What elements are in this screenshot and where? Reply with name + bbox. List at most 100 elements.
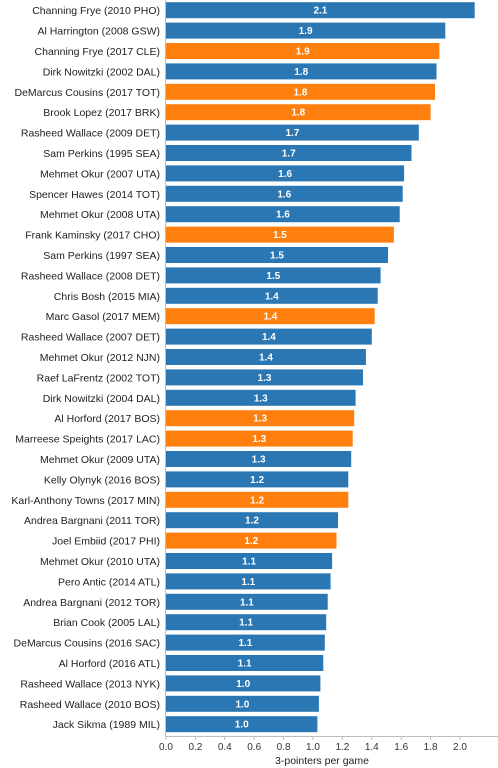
category-label: Jack Sikma (1989 MIL) [53,719,160,731]
bar [166,165,405,182]
category-label: Rasheed Wallace (2008 DET) [21,270,160,282]
bar [166,716,318,733]
bar-value-label: 1.7 [282,149,296,160]
bar [166,63,437,80]
x-tick-label: 0.2 [188,742,202,753]
category-label: Pero Antic (2014 ATL) [58,576,160,588]
bar [166,593,328,610]
category-label: Raef LaFrentz (2002 TOT) [37,372,160,384]
category-label: Channing Frye (2010 PHO) [32,5,160,17]
category-label: Marreese Speights (2017 LAC) [15,434,160,446]
category-label: Rasheed Wallace (2013 NYK) [20,678,160,690]
category-label: Rasheed Wallace (2010 BOS) [20,699,160,711]
bar-value-label: 1.4 [263,312,277,323]
bar [166,349,366,365]
category-label: Andrea Bargnani (2011 TOR) [24,515,160,527]
bar-value-label: 1.0 [235,720,249,731]
bar [166,22,446,39]
category-label: Al Horford (2016 ATL) [59,658,160,670]
bar [166,410,355,427]
bar [166,206,400,223]
category-label: Al Horford (2017 BOS) [54,413,160,425]
bar [166,634,325,651]
x-tick-label: 0.4 [218,742,232,753]
bar [166,451,352,467]
category-label: Mehmet Okur (2007 UTA) [40,168,160,180]
bar-value-label: 2.1 [313,6,327,17]
bar [166,83,435,100]
x-tick-label: 1.2 [335,742,349,753]
bar-value-label: 1.6 [277,189,291,200]
bar [166,328,372,345]
bar-value-label: 1.1 [242,557,256,568]
category-label: Mehmet Okur (2008 UTA) [40,209,160,221]
category-label: Sam Perkins (1997 SEA) [43,250,160,262]
bar-value-label: 1.5 [270,251,284,262]
bar [166,185,403,202]
bar [166,267,381,284]
bar [166,573,331,590]
bars-group: 2.11.91.91.81.81.81.71.71.61.61.61.51.51… [166,2,475,733]
bar [166,2,475,19]
bar [166,369,363,386]
category-label: Rasheed Wallace (2009 DET) [21,128,160,140]
x-tick-label: 0.0 [159,742,173,753]
category-label: Mehmet Okur (2012 NJN) [40,352,160,364]
x-tick-label: 1.0 [306,742,320,753]
category-label: Brian Cook (2005 LAL) [53,617,160,629]
bar [166,675,321,692]
category-label: Rasheed Wallace (2007 DET) [21,332,160,344]
bar-value-label: 1.1 [239,618,253,629]
bar-value-label: 1.4 [259,353,273,364]
category-label: Karl-Anthony Towns (2017 MIN) [11,495,160,507]
bar [166,695,319,712]
bar [166,308,375,325]
bar-value-label: 1.2 [244,536,258,547]
bar [166,145,412,161]
category-label: DeMarcus Cousins (2017 TOT) [15,87,161,99]
bar [166,287,378,304]
x-tick-label: 0.6 [247,742,261,753]
x-tick-label: 0.8 [277,742,291,753]
bar-value-label: 1.3 [252,455,266,466]
bar-value-label: 1.5 [273,230,287,241]
category-label: Andrea Bargnani (2012 TOR) [23,597,160,609]
bar-value-label: 1.0 [236,679,250,690]
category-label: Spencer Hawes (2014 TOT) [29,189,160,201]
category-label: Sam Perkins (1995 SEA) [43,148,160,160]
category-label: Kelly Olynyk (2016 BOS) [44,474,160,486]
bar-value-label: 1.8 [291,108,305,119]
category-label: Al Harrington (2008 GSW) [37,26,160,38]
category-labels: Channing Frye (2010 PHO) Al Harrington (2… [11,5,160,731]
bar [166,104,431,121]
category-label: Joel Embiid (2017 PHI) [52,536,160,548]
bar-value-label: 1.3 [253,414,267,425]
bar-value-label: 1.1 [238,638,252,649]
category-label: Frank Kaminsky (2017 CHO) [25,230,160,242]
bar [166,389,356,406]
bar [166,43,440,59]
bar [166,471,349,488]
bar-value-label: 1.0 [235,699,249,710]
x-axis-ticks: 0.0 0.2 0.4 0.6 0.8 1.0 1.2 1.4 1.6 1.8 2.0 [159,736,467,753]
bar-value-label: 1.8 [294,87,308,98]
bar [166,124,419,141]
x-tick-label: 1.6 [394,742,408,753]
bar [166,614,327,631]
x-tick-label: 2.0 [453,742,467,753]
bar [166,247,388,263]
x-tick-label: 1.8 [424,742,438,753]
bar [166,430,353,447]
bar-value-label: 1.9 [296,47,310,58]
bar-value-label: 1.2 [250,475,264,486]
bar-value-label: 1.3 [252,434,266,445]
bar-value-label: 1.7 [285,128,299,139]
category-label: Channing Frye (2017 CLE) [35,46,160,58]
bar-value-label: 1.6 [278,169,292,180]
x-axis-title: 3-pointers per game [275,755,369,767]
bar-value-label: 1.8 [294,67,308,78]
category-label: Dirk Nowitzki (2002 DAL) [43,66,160,78]
bar-value-label: 1.2 [250,495,264,506]
bar [166,553,333,569]
